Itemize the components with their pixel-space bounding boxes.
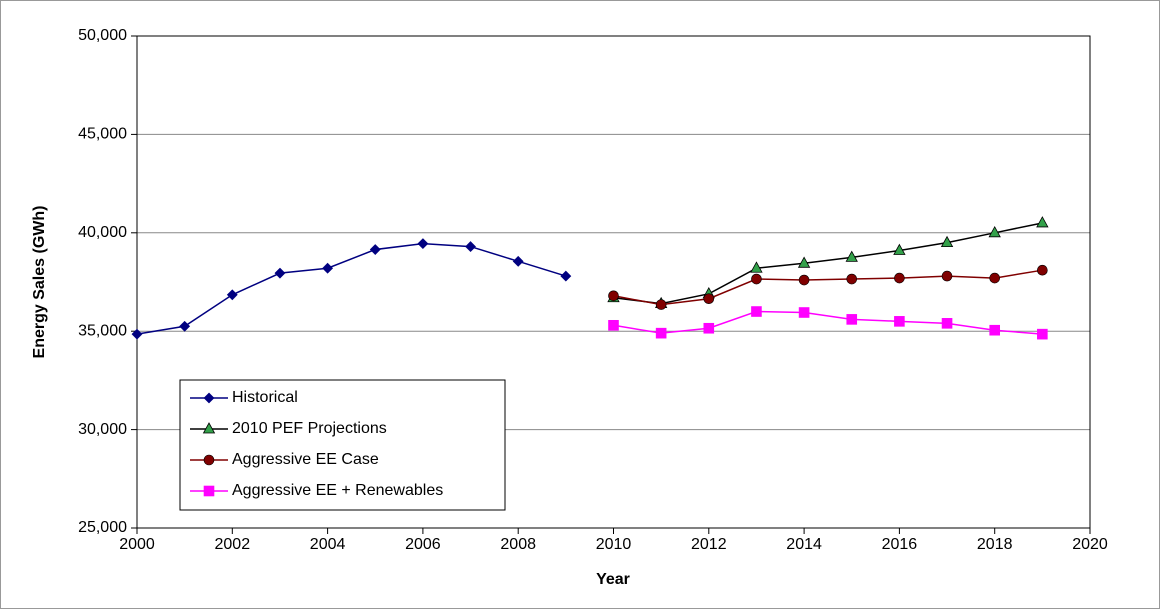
marker xyxy=(655,299,667,310)
marker xyxy=(369,244,381,255)
marker xyxy=(322,262,334,274)
marker xyxy=(797,256,811,268)
marker xyxy=(465,241,476,253)
x-tick-label: 2016 xyxy=(882,536,918,553)
series-line xyxy=(613,310,1043,335)
legend-marker xyxy=(203,485,215,497)
marker xyxy=(655,327,667,339)
marker xyxy=(751,306,762,317)
marker xyxy=(608,319,619,331)
marker xyxy=(988,225,1001,238)
marker xyxy=(512,255,524,267)
x-axis-title: Year xyxy=(596,571,630,588)
marker xyxy=(131,328,143,340)
legend-label: Aggressive EE + Renewables xyxy=(232,482,443,499)
marker xyxy=(894,272,905,284)
legend-marker xyxy=(203,392,215,404)
x-tick-label: 2018 xyxy=(977,536,1013,553)
marker xyxy=(179,320,191,332)
x-tick-label: 2008 xyxy=(500,536,536,553)
y-tick-label: 50,000 xyxy=(78,27,127,44)
legend-marker xyxy=(202,422,216,434)
legend-box xyxy=(179,379,506,511)
series-line xyxy=(613,222,1043,305)
legend-label: Aggressive EE Case xyxy=(232,451,379,468)
x-tick-label: 2002 xyxy=(215,536,251,553)
marker xyxy=(989,324,1001,336)
marker xyxy=(845,250,858,262)
marker xyxy=(940,235,954,248)
marker xyxy=(274,267,286,279)
y-axis-title: Energy Sales (GWh) xyxy=(31,206,48,359)
legend-label: Historical xyxy=(232,389,298,406)
y-tick-label: 35,000 xyxy=(78,322,127,339)
marker xyxy=(703,322,715,334)
marker xyxy=(608,290,619,302)
legend-label: 2010 PEF Projections xyxy=(232,420,387,437)
x-tick-label: 2012 xyxy=(691,536,727,553)
x-tick-label: 2014 xyxy=(786,536,822,553)
series-line xyxy=(613,269,1043,306)
plot-area xyxy=(136,35,1091,529)
marker xyxy=(893,243,906,255)
marker xyxy=(751,273,762,285)
series-line xyxy=(136,242,567,335)
marker xyxy=(560,270,572,282)
x-tick-label: 2010 xyxy=(596,536,632,553)
legend-marker xyxy=(203,454,215,466)
marker xyxy=(798,307,810,318)
marker xyxy=(941,318,953,329)
marker xyxy=(1036,216,1049,228)
y-tick-label: 25,000 xyxy=(78,519,127,536)
marker xyxy=(846,273,858,285)
marker xyxy=(798,274,810,286)
marker xyxy=(941,270,953,282)
x-tick-label: 2020 xyxy=(1072,536,1108,553)
x-tick-label: 2004 xyxy=(310,536,346,553)
x-tick-label: 2006 xyxy=(405,536,441,553)
marker xyxy=(750,261,763,273)
marker xyxy=(846,314,858,325)
marker xyxy=(226,289,238,301)
y-tick-label: 30,000 xyxy=(78,421,127,438)
marker xyxy=(989,272,1001,284)
marker xyxy=(703,293,715,305)
marker xyxy=(894,316,905,327)
x-tick-label: 2000 xyxy=(119,536,155,553)
y-tick-label: 45,000 xyxy=(78,126,127,143)
y-tick-label: 40,000 xyxy=(78,224,127,241)
marker xyxy=(1037,328,1048,340)
marker xyxy=(1037,264,1048,276)
marker xyxy=(417,238,429,250)
